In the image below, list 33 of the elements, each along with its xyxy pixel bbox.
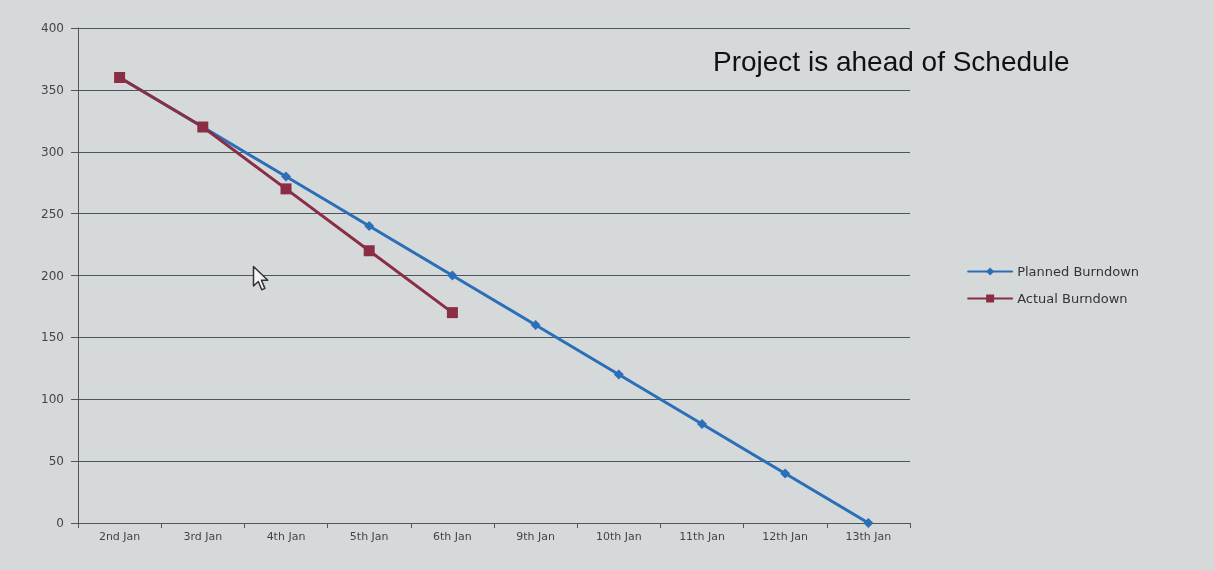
y-tick-label: 200 [41, 268, 64, 283]
x-tick-label: 2nd Jan [98, 530, 141, 543]
legend-label: Actual Burndown [1017, 291, 1128, 306]
x-tick-label: 10th Jan [595, 530, 642, 543]
point [280, 183, 292, 195]
y-tick-label: 250 [41, 206, 64, 221]
legend-label: Planned Burndown [1017, 264, 1140, 279]
y-tick-label: 300 [41, 144, 64, 159]
x-tick-label: 9th Jan [516, 530, 555, 543]
y-tick-label: 0 [56, 516, 64, 530]
x-tick-label: 4th Jan [266, 530, 306, 543]
text: Project is ahead of Schedule [713, 45, 1070, 77]
point [364, 221, 375, 231]
x-tick-label: 3rd Jan [183, 530, 223, 543]
y-tick-label: 50 [48, 454, 64, 469]
point [530, 320, 541, 330]
point [363, 245, 375, 257]
point [446, 307, 458, 319]
point [281, 171, 291, 182]
y-tick-label: 400 [41, 21, 64, 35]
point [447, 270, 458, 281]
x-tick-label: 6th Jan [433, 530, 472, 543]
y-tick-label: 150 [41, 330, 64, 345]
x-tick-label: 5th Jan [349, 530, 389, 543]
y-tick-label: 350 [41, 82, 64, 97]
x-tick-label: 12th Jan [762, 530, 809, 543]
point [780, 468, 791, 479]
x-tick-label: 13th Jan [845, 530, 892, 543]
point [697, 419, 707, 429]
x-tick-label: 11th Jan [679, 530, 725, 543]
point [863, 518, 874, 528]
y-tick-label: 100 [41, 392, 64, 407]
point [613, 369, 624, 380]
